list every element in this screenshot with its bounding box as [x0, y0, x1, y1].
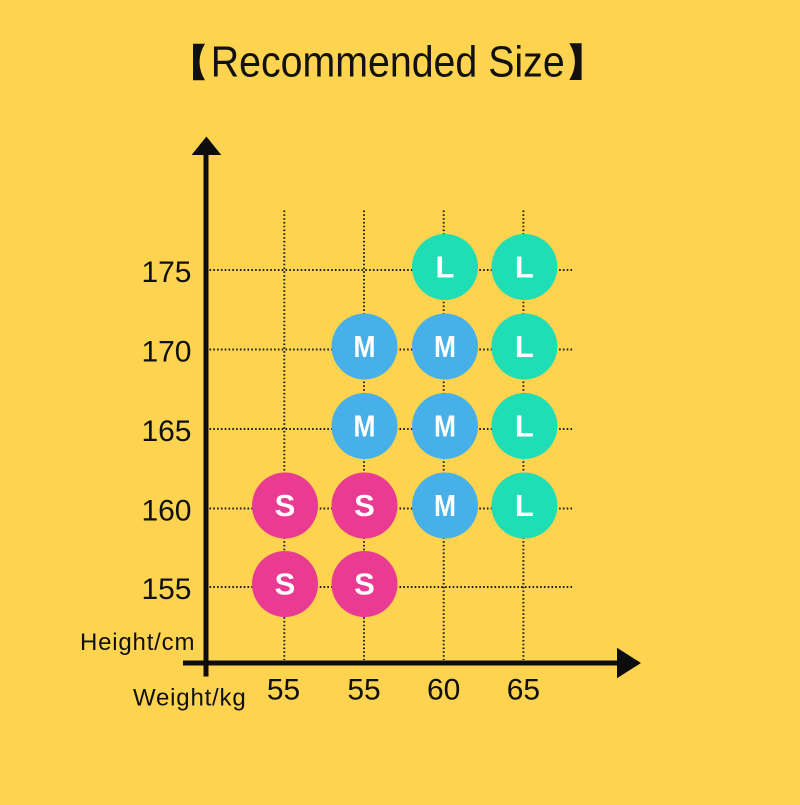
- svg-text:M: M: [354, 409, 376, 444]
- svg-text:L: L: [515, 488, 534, 523]
- svg-text:165: 165: [141, 415, 191, 448]
- svg-text:L: L: [436, 250, 455, 285]
- svg-text:M: M: [434, 329, 456, 364]
- svg-text:S: S: [354, 567, 375, 602]
- svg-text:55: 55: [347, 674, 380, 707]
- svg-text:L: L: [515, 409, 534, 444]
- svg-text:M: M: [354, 329, 376, 364]
- svg-text:Weight/kg: Weight/kg: [133, 685, 246, 712]
- svg-text:155: 155: [141, 573, 191, 606]
- svg-text:65: 65: [507, 674, 540, 707]
- svg-text:Height/cm: Height/cm: [80, 629, 195, 656]
- svg-text:175: 175: [141, 256, 191, 289]
- svg-text:S: S: [275, 567, 296, 602]
- svg-text:M: M: [434, 488, 456, 523]
- svg-text:60: 60: [427, 674, 460, 707]
- svg-text:160: 160: [141, 495, 191, 528]
- svg-text:L: L: [515, 329, 534, 364]
- svg-text:170: 170: [141, 336, 191, 369]
- svg-text:L: L: [515, 250, 534, 285]
- svg-text:55: 55: [267, 674, 300, 707]
- svg-text:M: M: [434, 409, 456, 444]
- svg-text:S: S: [275, 488, 296, 523]
- svg-text:Recommended Size: Recommended Size: [211, 38, 565, 87]
- svg-text:S: S: [354, 488, 375, 523]
